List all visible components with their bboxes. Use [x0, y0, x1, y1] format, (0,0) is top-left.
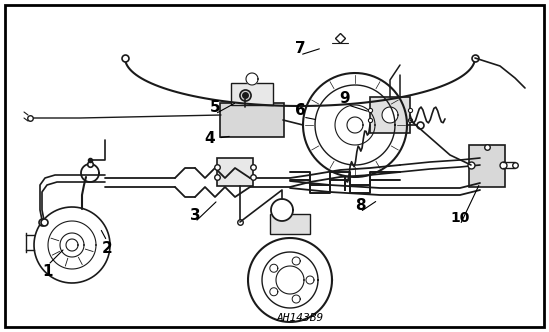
Polygon shape [270, 264, 278, 272]
Text: 2: 2 [102, 240, 113, 256]
Polygon shape [60, 233, 84, 257]
Polygon shape [81, 164, 99, 182]
Polygon shape [335, 105, 375, 145]
Polygon shape [270, 288, 278, 296]
Polygon shape [262, 252, 318, 308]
Polygon shape [66, 239, 78, 251]
Text: AH143B9: AH143B9 [276, 313, 323, 323]
FancyBboxPatch shape [469, 145, 505, 187]
Text: 6: 6 [295, 103, 305, 118]
Text: 9: 9 [340, 91, 350, 106]
Polygon shape [246, 73, 258, 85]
Text: 5: 5 [210, 100, 220, 115]
Polygon shape [271, 199, 293, 221]
Text: 10: 10 [450, 211, 470, 225]
Polygon shape [248, 238, 332, 322]
Text: 3: 3 [190, 208, 200, 222]
Polygon shape [347, 117, 363, 133]
Polygon shape [292, 295, 300, 303]
Text: 1: 1 [43, 265, 53, 280]
Polygon shape [315, 85, 395, 165]
Text: 4: 4 [205, 130, 215, 145]
Polygon shape [306, 276, 314, 284]
Bar [217, 158, 253, 186]
Polygon shape [48, 221, 96, 269]
Text: 8: 8 [355, 198, 365, 212]
FancyBboxPatch shape [231, 83, 273, 105]
Polygon shape [303, 73, 407, 177]
Polygon shape [382, 107, 398, 123]
Polygon shape [292, 257, 300, 265]
FancyBboxPatch shape [270, 214, 310, 234]
Polygon shape [34, 207, 110, 283]
Text: 7: 7 [295, 41, 305, 55]
Bar [370, 97, 410, 133]
Polygon shape [276, 266, 304, 294]
FancyBboxPatch shape [220, 103, 284, 137]
